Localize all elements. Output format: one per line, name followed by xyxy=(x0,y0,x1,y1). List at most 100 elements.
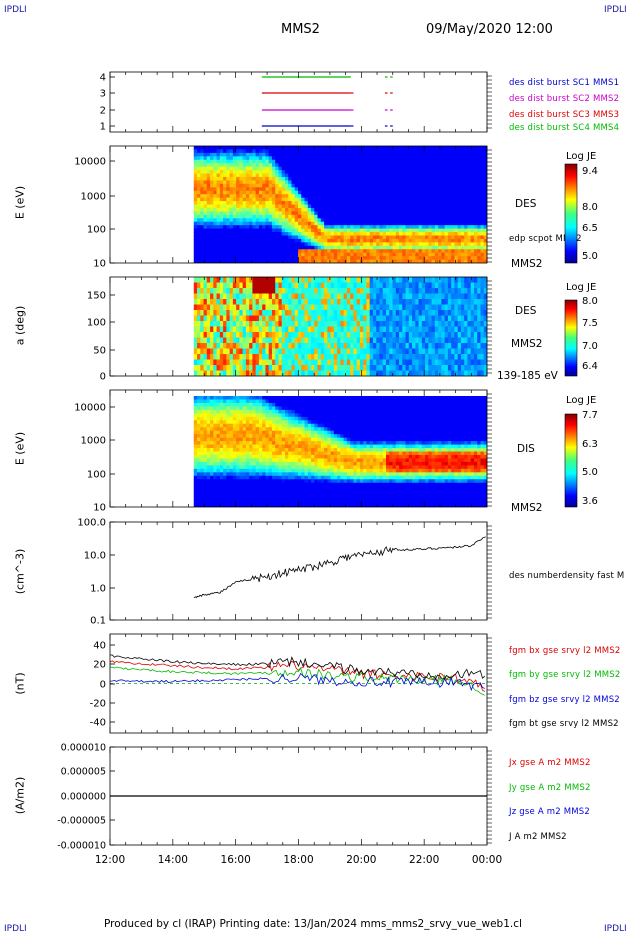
spectrogram-cell xyxy=(421,187,426,192)
spectrogram-cell xyxy=(473,218,478,223)
spectrogram-cell xyxy=(372,149,377,154)
spectrogram-cell xyxy=(278,197,283,202)
spectrogram-cell xyxy=(350,221,355,226)
spectrogram-cell xyxy=(372,245,377,250)
corner-label-bottom-right: IPDLI xyxy=(604,924,627,934)
spectrogram-cell xyxy=(464,315,469,322)
spectrogram-cell xyxy=(441,214,446,219)
spectrogram-cell xyxy=(473,176,478,182)
spectrogram-cell xyxy=(242,232,247,237)
spectrogram-cell xyxy=(219,249,224,254)
spectrogram-cell xyxy=(271,348,276,355)
spectrogram-cell xyxy=(317,293,322,300)
spectrogram-cell xyxy=(206,232,211,237)
spectrogram-cell xyxy=(200,214,205,219)
spectrogram-cell xyxy=(464,163,469,168)
spectrogram-cell xyxy=(294,249,299,254)
spectrogram-cell xyxy=(288,288,293,295)
spectrogram-cell xyxy=(464,365,469,372)
spectrogram-cell xyxy=(210,238,214,243)
spectrogram-cell xyxy=(402,354,407,361)
spectrogram-cell xyxy=(415,190,420,195)
spectrogram-cell xyxy=(219,146,224,151)
spectrogram-cell xyxy=(255,225,260,230)
spectrogram-cell xyxy=(350,354,355,361)
spectrogram-cell xyxy=(441,190,446,195)
spectrogram-cell xyxy=(363,225,368,230)
spectrogram-cell xyxy=(320,252,325,257)
spectrogram-cell xyxy=(392,228,397,233)
burst-legend-mms4: des dist burst SC4 MMS4 xyxy=(509,123,620,133)
spectrogram-cell xyxy=(467,282,472,289)
spectrogram-cell xyxy=(197,211,201,216)
spectrogram-cell xyxy=(473,326,478,333)
spectrogram-cell xyxy=(265,245,270,250)
spectrogram-cell xyxy=(327,211,332,216)
spectrogram-cell xyxy=(327,249,332,254)
spectrogram-cell xyxy=(252,256,257,261)
spectrogram-cell xyxy=(457,282,462,289)
spectrogram-cell xyxy=(379,348,384,355)
spectrogram-cell xyxy=(245,183,250,188)
spectrogram-cell xyxy=(386,365,390,372)
spectrogram-cell xyxy=(363,249,368,254)
spectrogram-cell xyxy=(200,332,205,339)
spectrogram-cell xyxy=(333,304,338,311)
spectrogram-cell xyxy=(210,187,214,192)
spectrogram-cell xyxy=(200,482,205,487)
spectrogram-cell xyxy=(216,221,221,226)
spectrogram-cell xyxy=(226,221,231,226)
spectrogram-cell xyxy=(288,238,293,243)
spectrogram-cell xyxy=(389,259,394,263)
spectrogram-cell xyxy=(275,183,280,188)
spectrogram-cell xyxy=(298,242,302,247)
spectrogram-cell xyxy=(389,242,394,247)
spectrogram-cell xyxy=(402,152,407,157)
spectrogram-cell xyxy=(245,249,250,254)
spectrogram-cell xyxy=(428,180,433,185)
spectrogram-cell xyxy=(249,149,254,154)
spectrogram-cell xyxy=(480,163,485,168)
spectrogram-cell xyxy=(399,204,403,209)
spectrogram-cell xyxy=(412,201,416,206)
spectrogram-cell xyxy=(200,259,205,263)
spectrogram-cell xyxy=(285,326,289,333)
spectrogram-cell xyxy=(470,315,475,322)
spectrogram-cell xyxy=(242,348,247,355)
spectrogram-cell xyxy=(438,204,442,209)
spectrogram-cell xyxy=(333,245,338,250)
spectrogram-cell xyxy=(431,180,436,185)
spectrogram-cell xyxy=(226,146,231,151)
spectrogram-cell xyxy=(392,159,397,164)
spectrogram-cell xyxy=(213,406,218,411)
spectrogram-cell xyxy=(213,238,218,243)
spectrogram-cell xyxy=(236,238,240,243)
spectrogram-cell xyxy=(421,348,426,355)
spectrogram-cell xyxy=(252,252,257,257)
spectrogram-cell xyxy=(376,282,381,289)
spectrogram-cell xyxy=(415,173,420,178)
spectrogram-cell xyxy=(434,207,439,212)
spectrogram-cell xyxy=(366,194,371,199)
spectrogram-cell xyxy=(317,249,322,254)
spectrogram-cell xyxy=(193,310,198,317)
spectrogram-cell xyxy=(483,156,487,161)
spectrogram-cell xyxy=(438,228,442,233)
spectrogram-cell xyxy=(438,282,442,289)
spectrogram-cell xyxy=(356,321,361,328)
burst-legend-mms3: des dist burst SC3 MMS3 xyxy=(509,110,620,120)
spectrogram-cell xyxy=(304,211,309,216)
spectrogram-cell xyxy=(477,354,482,361)
spectrogram-cell xyxy=(330,242,335,247)
spectrogram-cell xyxy=(271,277,276,284)
spectrogram-cell xyxy=(327,293,332,300)
spectrogram-cell xyxy=(294,348,299,355)
spectrogram-cell xyxy=(395,310,400,317)
spectrogram-cell xyxy=(425,259,429,263)
spectrogram-cell xyxy=(324,249,328,254)
spectrogram-cell xyxy=(275,232,280,237)
spectrogram-cell xyxy=(376,315,381,322)
spectrogram-cell xyxy=(324,277,328,284)
spectrogram-cell xyxy=(255,337,260,344)
spectrogram-cell xyxy=(197,472,201,477)
